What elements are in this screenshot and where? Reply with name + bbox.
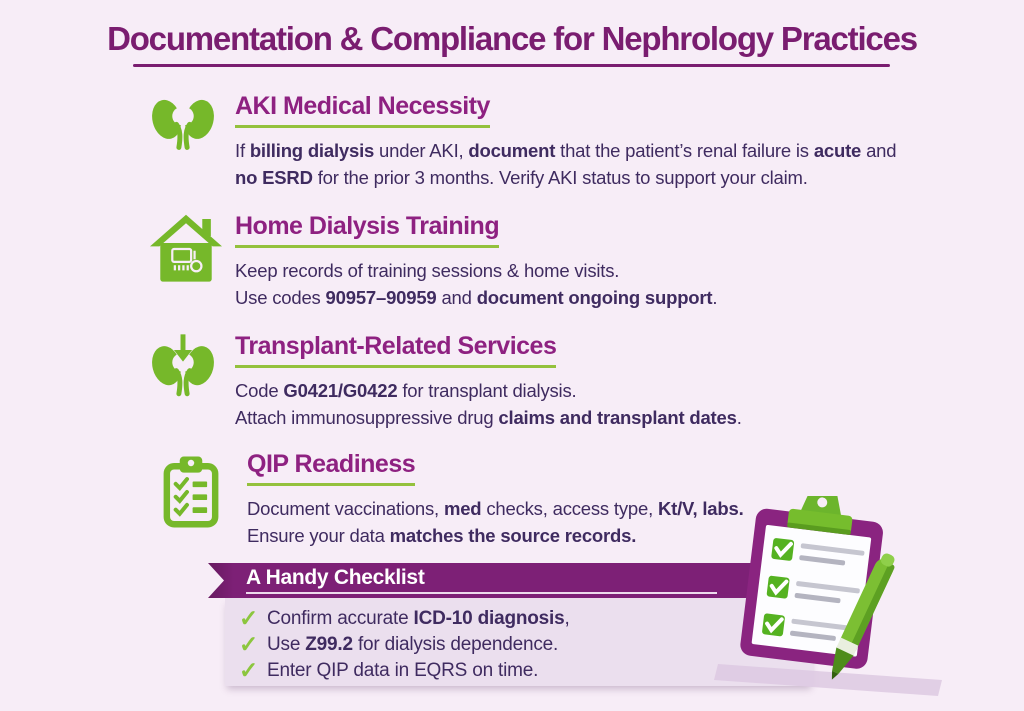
section-text-line: Document vaccinations, med checks, acces… <box>247 498 744 519</box>
section-heading: QIP Readiness <box>247 450 416 486</box>
section-home-dialysis-training: Home Dialysis Training Keep records of t… <box>150 212 718 311</box>
section-text-line: If billing dialysis under AKI, document … <box>235 140 897 161</box>
home-dialysis-icon <box>150 212 235 311</box>
clipboard-pen-illustration <box>714 496 942 696</box>
section-transplant-related-services: Transplant-Related Services Code G0421/G… <box>150 332 742 431</box>
checkmark-icon: ✓ <box>239 605 259 631</box>
section-heading: AKI Medical Necessity <box>235 92 490 128</box>
section-heading: Transplant-Related Services <box>235 332 557 368</box>
checklist-item-text: Confirm accurate ICD-10 diagnosis, <box>267 608 570 629</box>
section-text-line: Code G0421/G0422 for transplant dialysis… <box>235 380 577 401</box>
section-text-line: no ESRD for the prior 3 months. Verify A… <box>235 167 808 188</box>
checklist-title: A Handy Checklist <box>246 566 425 589</box>
checklist-title-underline <box>246 592 717 594</box>
checkmark-icon: ✓ <box>239 657 259 683</box>
page-title: Documentation & Compliance for Nephrolog… <box>107 20 918 57</box>
section-aki-medical-necessity: AKI Medical Necessity If billing dialysi… <box>150 92 897 191</box>
section-text-line: Attach immunosuppressive drug claims and… <box>235 407 742 428</box>
title-divider <box>133 64 890 67</box>
kidneys-icon <box>150 92 235 191</box>
section-heading: Home Dialysis Training <box>235 212 500 248</box>
checklist-clipboard-icon <box>150 450 247 549</box>
section-text-line: Keep records of training sessions & home… <box>235 260 620 281</box>
section-text-line: Use codes 90957–90959 and document ongoi… <box>235 287 718 308</box>
checklist-item: ✓ Confirm accurate ICD-10 diagnosis, <box>225 605 813 632</box>
section-qip-readiness: QIP Readiness Document vaccinations, med… <box>150 450 744 549</box>
checklist-banner: A Handy Checklist <box>208 563 793 598</box>
checklist-item: ✓ Use Z99.2 for dialysis dependence. <box>225 631 813 658</box>
checklist-panel: ✓ Confirm accurate ICD-10 diagnosis, ✓ U… <box>225 598 813 686</box>
checklist-item-text: Use Z99.2 for dialysis dependence. <box>267 634 559 655</box>
checklist-item-text: Enter QIP data in EQRS on time. <box>267 660 539 681</box>
transplant-kidneys-icon <box>150 332 235 431</box>
checklist-item: ✓ Enter QIP data in EQRS on time. <box>225 657 813 684</box>
section-text-line: Ensure your data matches the source reco… <box>247 525 637 546</box>
checkmark-icon: ✓ <box>239 631 259 657</box>
